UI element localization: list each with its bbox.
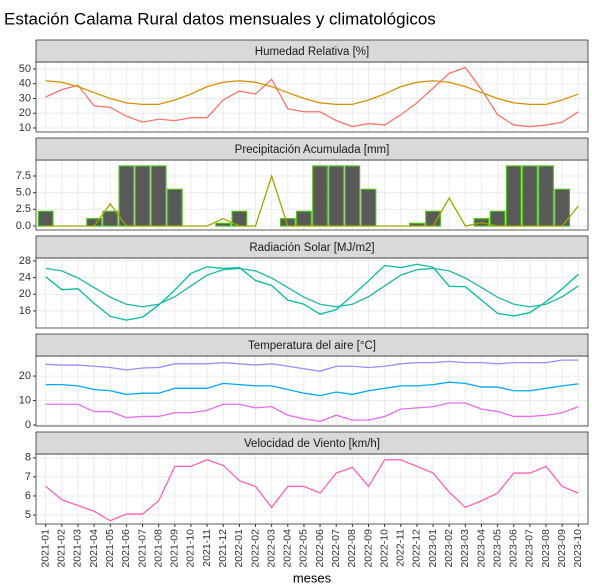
x-tick-label: 2023-01 xyxy=(427,529,439,568)
x-tick-label: 2023-04 xyxy=(475,529,487,568)
x-tick-label: 2022-12 xyxy=(411,529,423,568)
x-tick-label: 2021-07 xyxy=(136,529,148,568)
x-tick-label: 2021-09 xyxy=(169,529,181,568)
x-tick-label: 2023-05 xyxy=(491,529,503,568)
bar xyxy=(328,165,345,227)
strip xyxy=(35,333,589,357)
y-tick-label: 7.5 xyxy=(16,170,31,182)
panel-title: Velocidad de Viento [km/h] xyxy=(244,438,380,450)
x-tick-label: 2023-02 xyxy=(443,529,455,568)
line xyxy=(45,263,579,321)
bar xyxy=(166,188,183,227)
bar xyxy=(296,210,312,227)
bar xyxy=(425,210,441,227)
y-tick-label: 2.5 xyxy=(16,203,31,215)
x-tick-label: 2022-01 xyxy=(233,529,245,568)
y-tick-label: 10 xyxy=(19,394,31,406)
bar xyxy=(134,165,151,227)
strip xyxy=(35,235,589,259)
panel-background xyxy=(36,356,588,426)
line xyxy=(45,267,579,308)
y-tick-label: 8 xyxy=(25,452,31,464)
x-tick-label: 2021-05 xyxy=(104,529,116,568)
y-tick-label: 10 xyxy=(19,122,31,134)
y-tick-label: 50 xyxy=(19,63,31,75)
bar xyxy=(150,165,167,227)
x-tick-label: 2022-10 xyxy=(378,529,390,568)
y-tick-label: 20 xyxy=(19,288,31,300)
x-tick-label: 2021-10 xyxy=(185,529,197,568)
x-tick-label: 2021-06 xyxy=(120,529,132,568)
y-tick-label: 20 xyxy=(19,107,31,119)
x-tick-label: 2022-06 xyxy=(314,529,326,568)
panel-background xyxy=(36,454,588,524)
x-tick-label: 2022-04 xyxy=(282,529,294,568)
line xyxy=(45,459,579,522)
x-tick-label: 2023-09 xyxy=(556,529,568,568)
bar xyxy=(102,210,119,227)
x-tick-label: 2021-01 xyxy=(39,529,51,568)
y-tick-label: 24 xyxy=(19,271,31,283)
y-tick-label: 0.0 xyxy=(16,220,31,232)
line xyxy=(45,80,579,106)
x-tick-label: 2022-11 xyxy=(395,529,407,567)
bar xyxy=(344,165,361,227)
y-tick-label: 7 xyxy=(25,471,31,483)
bar xyxy=(505,165,522,227)
panel-background xyxy=(36,62,588,132)
line xyxy=(45,359,579,372)
y-tick-label: 28 xyxy=(19,255,31,267)
panel-title: Precipitación Acumulada [mm] xyxy=(235,144,390,156)
panel-title: Radiación Solar [MJ/m2] xyxy=(249,242,374,254)
bar xyxy=(360,188,377,227)
y-tick-label: 40 xyxy=(19,78,31,90)
strip xyxy=(35,39,589,63)
y-tick-label: 0 xyxy=(25,419,31,431)
bar xyxy=(215,222,232,227)
panel-title: Temperatura del aire [°C] xyxy=(248,340,376,352)
x-tick-label: 2021-03 xyxy=(72,529,84,568)
y-tick-label: 6 xyxy=(25,490,31,502)
x-tick-label: 2022-07 xyxy=(330,529,342,568)
y-tick-label: 16 xyxy=(19,305,31,317)
x-tick-label: 2021-04 xyxy=(88,529,100,568)
x-tick-label: 2023-10 xyxy=(572,529,584,568)
y-tick-label: 5.0 xyxy=(16,187,31,199)
x-tick-label: 2021-12 xyxy=(217,529,229,568)
bar xyxy=(37,210,54,227)
bar xyxy=(312,165,328,227)
y-tick-label: 20 xyxy=(19,370,31,382)
line xyxy=(45,381,579,397)
panel-background xyxy=(36,258,588,328)
x-tick-label: 2023-06 xyxy=(508,529,520,568)
x-tick-label: 2022-05 xyxy=(298,529,310,568)
x-tick-label: 2021-11 xyxy=(201,529,213,567)
bar xyxy=(522,165,538,227)
bar xyxy=(538,165,554,227)
chart-title: Estación Calama Rural datos mensuales y … xyxy=(4,9,436,28)
strip xyxy=(35,137,589,161)
x-tick-label: 2022-09 xyxy=(362,529,374,568)
x-tick-label: 2022-02 xyxy=(249,529,261,568)
x-axis-label: meses xyxy=(293,570,332,585)
x-tick-label: 2022-08 xyxy=(346,529,358,568)
x-tick-label: 2023-07 xyxy=(524,529,536,568)
x-tick-label: 2022-03 xyxy=(265,529,277,568)
line xyxy=(45,402,579,423)
x-tick-label: 2023-03 xyxy=(459,529,471,568)
y-tick-label: 30 xyxy=(19,92,31,104)
x-tick-label: 2021-08 xyxy=(152,529,164,568)
bar xyxy=(118,165,135,227)
x-tick-label: 2021-02 xyxy=(56,529,68,568)
bar xyxy=(489,210,506,227)
panel-title: Humedad Relativa [%] xyxy=(255,46,369,58)
line xyxy=(45,173,579,227)
x-tick-label: 2023-08 xyxy=(540,529,552,568)
strip xyxy=(35,431,589,455)
y-tick-label: 5 xyxy=(25,509,31,521)
line xyxy=(45,66,579,128)
